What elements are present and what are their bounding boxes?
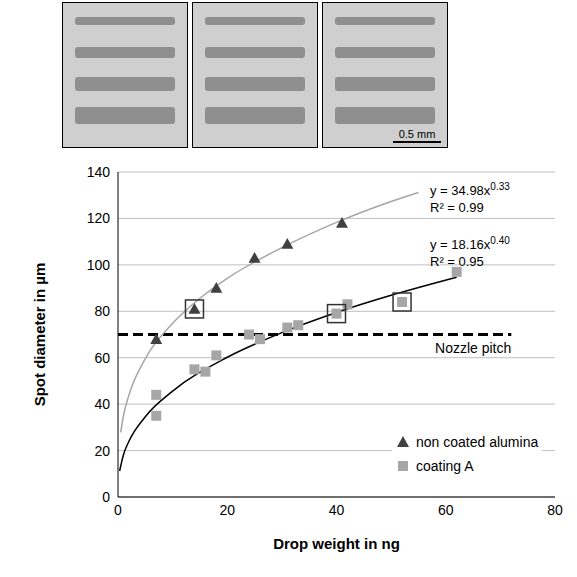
svg-text:100: 100 <box>87 257 111 273</box>
svg-text:60: 60 <box>438 502 454 518</box>
svg-text:Spot diameter in µm: Spot diameter in µm <box>31 263 48 407</box>
html-text:non coated alumina: non coated alumina <box>416 434 539 450</box>
svg-text:Drop weight in ng: Drop weight in ng <box>273 535 400 552</box>
svg-text:20: 20 <box>219 502 235 518</box>
svg-text:20: 20 <box>94 443 110 459</box>
svg-text:60: 60 <box>94 350 110 366</box>
html-text:0.5 mm: 0.5 mm <box>398 128 436 140</box>
svg-text:80: 80 <box>94 303 110 319</box>
svg-text:80: 80 <box>547 502 563 518</box>
svg-text:0: 0 <box>102 489 110 505</box>
svg-text:40: 40 <box>329 502 345 518</box>
html-text:R² = 0.99: R² = 0.99 <box>430 200 484 216</box>
html-text:R² = 0.95: R² = 0.95 <box>430 254 484 270</box>
svg-text:40: 40 <box>94 396 110 412</box>
svg-text:120: 120 <box>87 210 111 226</box>
svg-text:140: 140 <box>87 164 111 180</box>
html-text:y = 34.98x0.33: y = 34.98x0.33 <box>430 181 510 199</box>
html-text:y = 18.16x0.40: y = 18.16x0.40 <box>430 235 510 253</box>
svg-text:Nozzle pitch: Nozzle pitch <box>435 340 511 356</box>
html-text:coating A: coating A <box>416 458 474 474</box>
svg-text:0: 0 <box>114 502 122 518</box>
